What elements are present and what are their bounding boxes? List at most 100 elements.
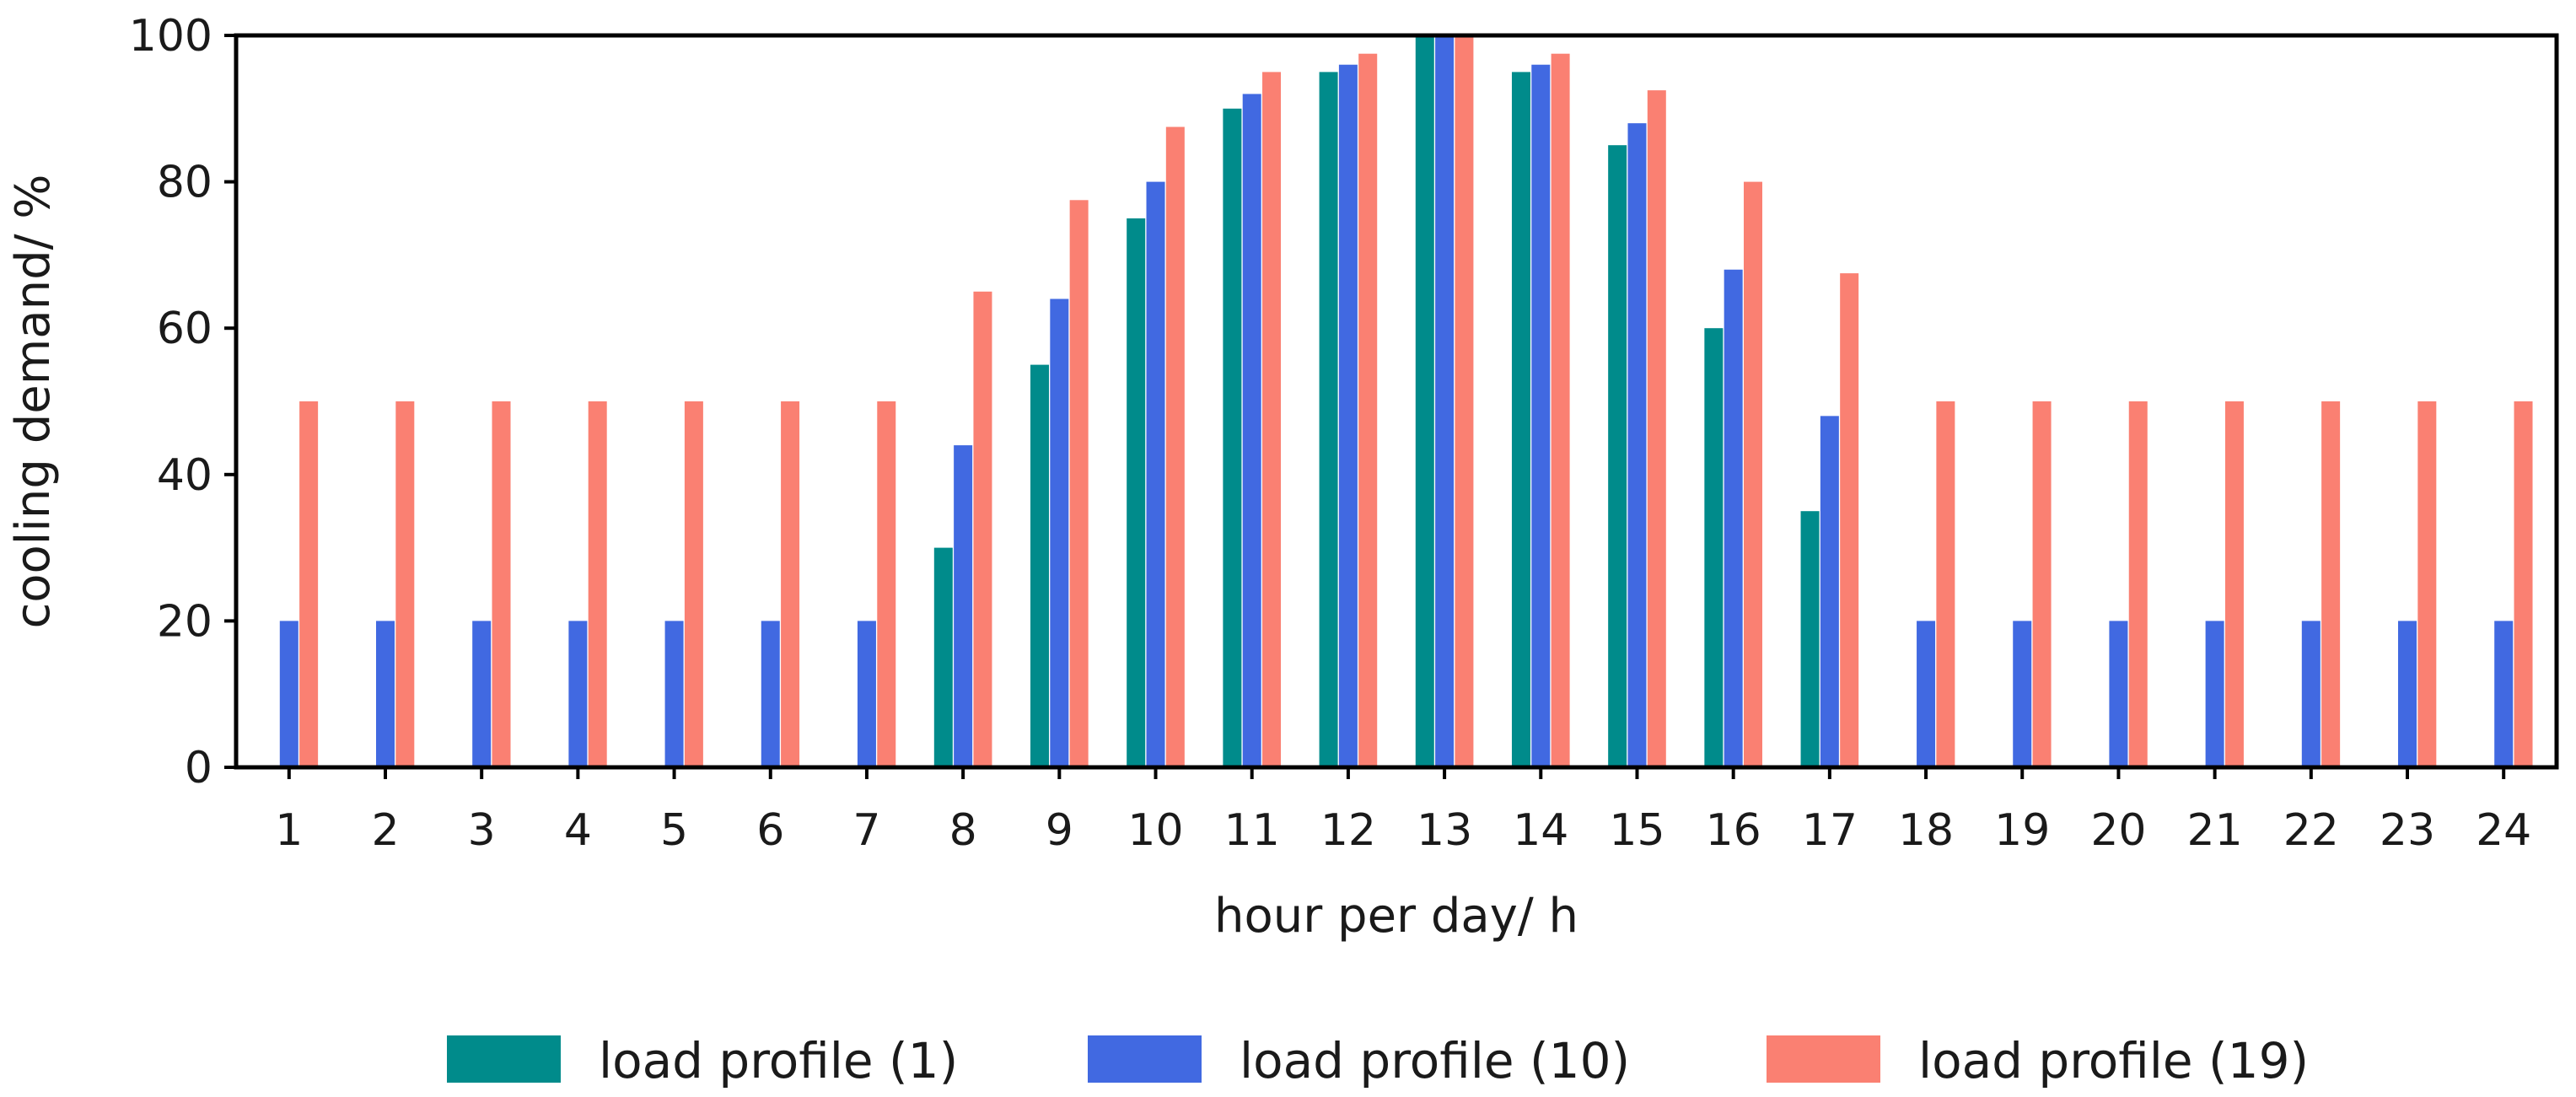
- legend-label-series2: load profile (10): [1240, 1032, 1630, 1089]
- bar-series2-hour-2: [376, 621, 395, 767]
- bar-series2-hour-21: [2205, 621, 2224, 767]
- y-tick-label: 40: [157, 450, 212, 501]
- bar-series2-hour-11: [1242, 94, 1261, 767]
- bar-series1-hour-17: [1800, 511, 1820, 767]
- bar-series2-hour-18: [1917, 621, 1936, 767]
- plot-frame: [234, 33, 2559, 770]
- legend-label-series3: load profile (19): [1918, 1032, 2309, 1089]
- bar-series1-hour-12: [1319, 72, 1338, 767]
- x-tick-label: 22: [2283, 805, 2339, 856]
- x-axis-label: hour per day/ h: [1214, 889, 1578, 944]
- bar-series2-hour-9: [1050, 298, 1069, 768]
- bar-series3-hour-20: [2128, 401, 2148, 767]
- bar-series2-hour-15: [1627, 123, 1647, 767]
- bar-series3-hour-1: [299, 401, 319, 767]
- y-axis-ticks: 0 20 40 60 80 100: [129, 11, 236, 793]
- bar-series3-hour-18: [1936, 401, 1955, 767]
- legend-swatch-series2: [1088, 1035, 1202, 1083]
- bar-series2-hour-24: [2494, 621, 2514, 767]
- legend-swatch-series3: [1767, 1035, 1880, 1083]
- bar-series2-hour-8: [954, 445, 973, 767]
- x-tick-label: 8: [949, 805, 977, 856]
- bar-series2-hour-3: [472, 621, 492, 767]
- bar-series3-hour-19: [2032, 401, 2052, 767]
- bar-series3-hour-10: [1165, 126, 1185, 767]
- legend-label-series1: load profile (1): [599, 1032, 958, 1089]
- bar-series2-hour-19: [2013, 621, 2032, 767]
- bar-series2-hour-1: [279, 621, 298, 767]
- x-tick-label: 17: [1802, 805, 1858, 856]
- bar-series3-hour-2: [395, 401, 415, 767]
- y-tick-label: 100: [129, 11, 212, 62]
- bar-series3-hour-16: [1743, 181, 1762, 768]
- x-tick-label: 1: [275, 805, 303, 856]
- bar-series3-hour-24: [2514, 401, 2533, 767]
- y-tick-label: 20: [157, 596, 212, 647]
- x-tick-label: 9: [1046, 805, 1073, 856]
- bar-series3-hour-7: [877, 401, 896, 767]
- bar-series3-hour-3: [492, 401, 511, 767]
- bar-series3-hour-15: [1647, 90, 1666, 768]
- y-axis-label: cooling demand/ %: [6, 174, 61, 628]
- x-tick-label: 4: [564, 805, 592, 856]
- x-tick-label: 10: [1127, 805, 1183, 856]
- bars-group: [279, 35, 2533, 768]
- x-tick-label: 14: [1513, 805, 1568, 856]
- bar-series2-hour-6: [761, 621, 780, 767]
- bar-series1-hour-13: [1415, 35, 1434, 767]
- x-axis-ticks: 1 2 3 4 5 6 7 8 9 10 11 12 13 14 15 16 17 18 19 20 21 22 23 24: [275, 767, 2531, 856]
- x-tick-label: 20: [2090, 805, 2146, 856]
- x-tick-label: 6: [756, 805, 784, 856]
- bar-series3-hour-5: [684, 401, 703, 767]
- bar-series2-hour-4: [568, 621, 588, 767]
- bar-series2-hour-12: [1338, 64, 1358, 768]
- bar-series2-hour-10: [1146, 181, 1165, 768]
- bar-series2-hour-7: [857, 621, 876, 767]
- bar-series3-hour-14: [1551, 53, 1570, 767]
- bar-series1-hour-9: [1030, 364, 1050, 767]
- x-tick-label: 12: [1320, 805, 1376, 856]
- bar-series2-hour-17: [1820, 416, 1839, 767]
- x-tick-label: 24: [2476, 805, 2531, 856]
- bar-series1-hour-8: [933, 547, 953, 767]
- bar-series2-hour-23: [2398, 621, 2417, 767]
- bar-series3-hour-23: [2417, 401, 2437, 767]
- y-tick-label: 0: [185, 743, 212, 793]
- bar-series3-hour-21: [2224, 401, 2244, 767]
- bar-series2-hour-20: [2109, 621, 2128, 767]
- x-tick-label: 13: [1417, 805, 1472, 856]
- bar-series3-hour-4: [588, 401, 607, 767]
- bar-series3-hour-17: [1840, 273, 1859, 768]
- y-tick-label: 80: [157, 158, 212, 208]
- x-tick-label: 16: [1706, 805, 1761, 856]
- x-tick-label: 5: [660, 805, 688, 856]
- x-tick-label: 15: [1609, 805, 1664, 856]
- x-tick-label: 7: [852, 805, 880, 856]
- x-tick-label: 21: [2187, 805, 2243, 856]
- x-tick-label: 2: [371, 805, 399, 856]
- x-tick-label: 18: [1898, 805, 1954, 856]
- bar-series1-hour-11: [1223, 108, 1242, 768]
- x-tick-label: 23: [2380, 805, 2435, 856]
- bar-series1-hour-10: [1127, 218, 1146, 767]
- bar-series2-hour-16: [1724, 269, 1743, 767]
- x-tick-label: 3: [468, 805, 496, 856]
- bar-series1-hour-14: [1511, 72, 1530, 767]
- x-tick-label: 19: [1994, 805, 2050, 856]
- bar-series2-hour-13: [1435, 35, 1455, 767]
- bar-series3-hour-22: [2321, 401, 2341, 767]
- x-tick-label: 11: [1224, 805, 1280, 856]
- bar-series1-hour-15: [1608, 145, 1627, 767]
- bar-series3-hour-9: [1069, 200, 1089, 768]
- bar-series1-hour-16: [1704, 328, 1724, 767]
- bar-series2-hour-14: [1531, 64, 1551, 768]
- y-tick-label: 60: [157, 304, 212, 354]
- bar-series3-hour-6: [781, 401, 800, 767]
- bar-series3-hour-11: [1262, 72, 1282, 767]
- bar-series2-hour-5: [664, 621, 684, 767]
- bar-series3-hour-12: [1358, 53, 1378, 767]
- bar-series3-hour-13: [1455, 35, 1474, 767]
- legend-swatch-series1: [447, 1035, 561, 1083]
- bar-series2-hour-22: [2301, 621, 2321, 767]
